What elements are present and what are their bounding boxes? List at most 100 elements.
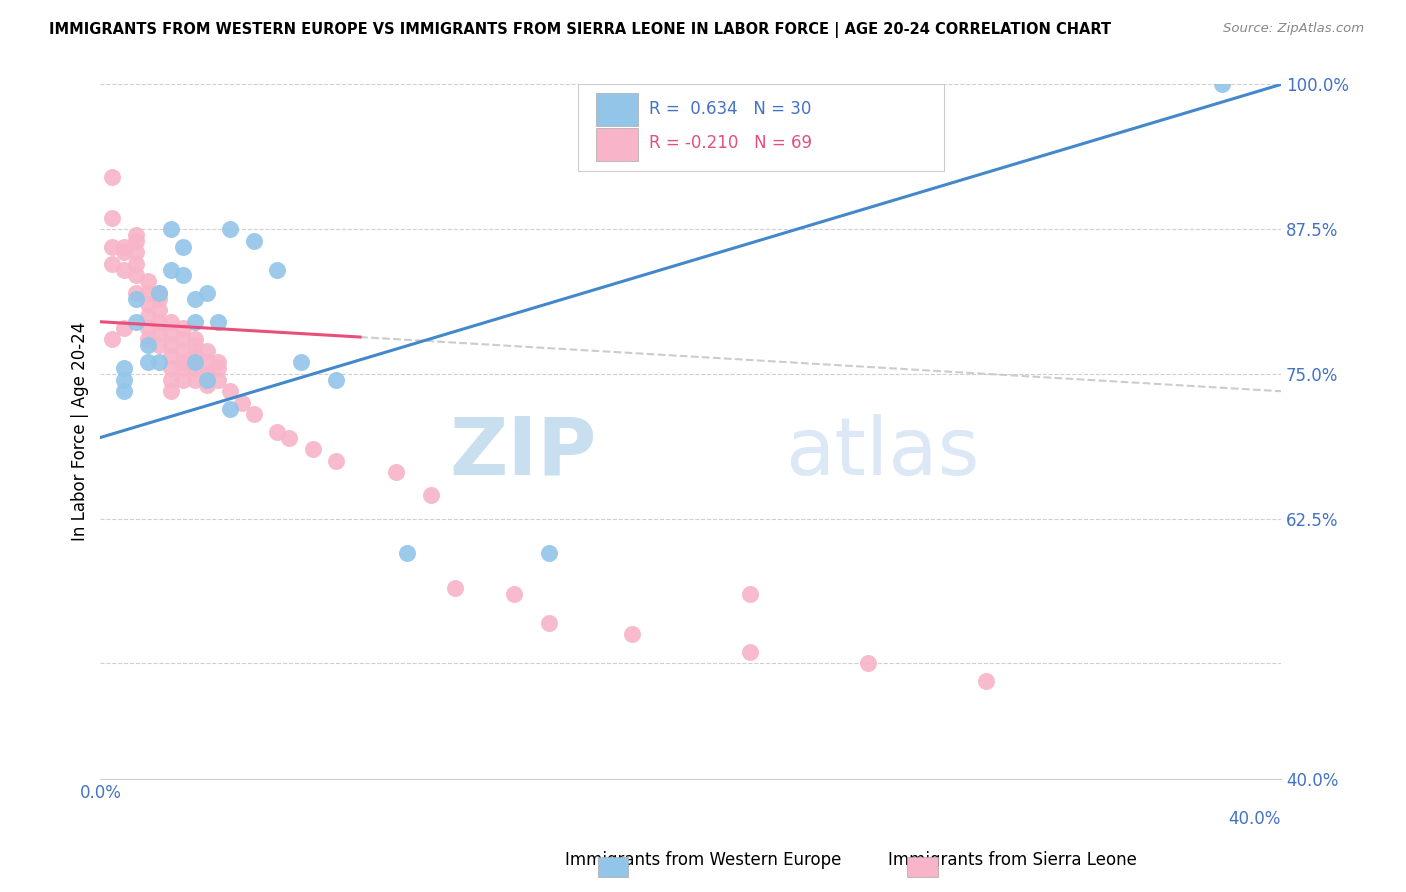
Point [195,367,218,381]
Point [148,292,170,306]
Point [184,315,207,329]
Point [136,338,159,352]
Point [101,239,124,253]
Point [136,285,159,300]
Point [856,78,879,92]
Point [112,239,135,253]
Text: Source: ZipAtlas.com: Source: ZipAtlas.com [1223,22,1364,36]
Point [148,285,170,300]
Point [1211,78,1233,92]
Point [125,292,148,306]
Point [148,355,170,369]
Point [160,373,183,387]
Point [136,274,159,288]
Point [184,355,207,369]
Point [136,355,159,369]
Point [195,343,218,358]
Point [302,442,325,456]
Point [101,211,124,225]
Point [396,546,419,560]
Point [172,361,194,376]
Point [112,373,135,387]
Point [148,338,170,352]
Point [184,373,207,387]
Point [184,332,207,346]
FancyBboxPatch shape [578,85,945,171]
Text: 40.0%: 40.0% [1229,810,1281,829]
Point [101,257,124,271]
Point [172,343,194,358]
Point [136,320,159,334]
Point [112,384,135,399]
Point [325,373,347,387]
Point [125,234,148,248]
Point [384,465,406,479]
Point [112,262,135,277]
Text: Immigrants from Sierra Leone: Immigrants from Sierra Leone [887,851,1137,869]
Point [231,396,253,410]
Point [325,453,347,467]
Point [148,326,170,341]
Point [125,245,148,260]
Point [112,361,135,376]
Point [172,268,194,283]
Text: Immigrants from Western Europe: Immigrants from Western Europe [565,851,841,869]
Point [125,285,148,300]
Point [278,430,301,444]
Point [266,262,288,277]
Y-axis label: In Labor Force | Age 20-24: In Labor Force | Age 20-24 [72,322,89,541]
Point [195,373,218,387]
Point [738,587,761,601]
Point [419,488,441,502]
Point [125,315,148,329]
FancyBboxPatch shape [596,93,637,126]
Point [207,315,229,329]
FancyBboxPatch shape [596,128,637,161]
Point [101,332,124,346]
Point [125,257,148,271]
Point [148,285,170,300]
Text: R = -0.210   N = 69: R = -0.210 N = 69 [650,135,813,153]
Point [195,355,218,369]
Point [679,78,702,92]
Point [160,315,183,329]
Point [443,581,465,595]
Point [537,615,560,630]
Point [219,401,242,416]
Point [136,332,159,346]
Point [112,320,135,334]
Point [195,285,218,300]
Point [172,373,194,387]
Point [243,234,266,248]
Point [160,338,183,352]
Point [160,361,183,376]
Point [136,297,159,311]
Point [136,309,159,323]
Point [738,645,761,659]
Point [172,355,194,369]
Text: R =  0.634   N = 30: R = 0.634 N = 30 [650,100,811,118]
Point [290,355,312,369]
Point [160,262,183,277]
Point [502,587,524,601]
Point [537,546,560,560]
Point [856,657,879,671]
Point [160,326,183,341]
Text: IMMIGRANTS FROM WESTERN EUROPE VS IMMIGRANTS FROM SIERRA LEONE IN LABOR FORCE | : IMMIGRANTS FROM WESTERN EUROPE VS IMMIGR… [49,22,1111,38]
Point [184,350,207,364]
Point [219,384,242,399]
Point [207,373,229,387]
Point [172,332,194,346]
Point [148,303,170,318]
Point [160,222,183,236]
Point [974,673,997,688]
Text: ZIP: ZIP [449,414,596,491]
Point [125,227,148,242]
Point [160,384,183,399]
Point [112,245,135,260]
Point [172,239,194,253]
Point [219,222,242,236]
Point [266,425,288,439]
Point [207,355,229,369]
Point [184,361,207,376]
